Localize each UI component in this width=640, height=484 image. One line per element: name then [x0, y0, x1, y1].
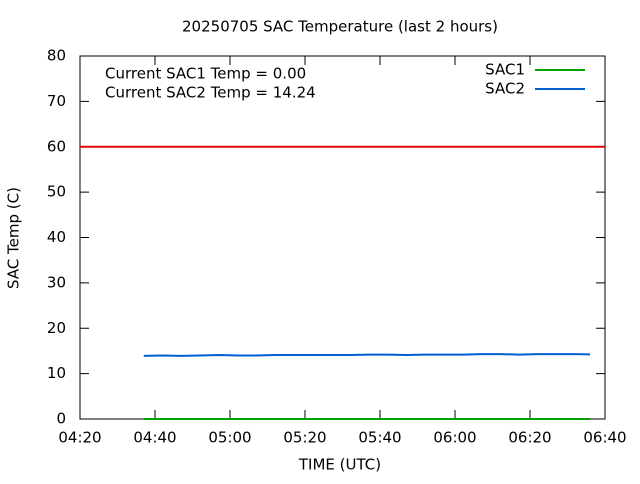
y-tick-label: 70 [47, 92, 66, 110]
legend-label: SAC1 [485, 61, 525, 79]
y-tick-label: 60 [47, 137, 66, 155]
y-tick-label: 80 [47, 47, 66, 65]
x-tick-label: 05:00 [208, 429, 251, 447]
x-tick-label: 04:20 [58, 429, 101, 447]
y-tick-label: 0 [56, 410, 66, 428]
chart-title: 20250705 SAC Temperature (last 2 hours) [182, 18, 498, 36]
x-tick-label: 06:20 [508, 429, 551, 447]
legend-label: SAC2 [485, 80, 525, 98]
x-tick-label: 06:40 [583, 429, 626, 447]
y-tick-label: 30 [47, 273, 66, 291]
x-tick-label: 05:20 [283, 429, 326, 447]
series-line [143, 353, 591, 357]
y-tick-label: 20 [47, 319, 66, 337]
x-tick-label: 04:40 [133, 429, 176, 447]
annotation: Current SAC2 Temp = 14.24 [105, 84, 316, 102]
y-tick-label: 50 [47, 183, 66, 201]
x-axis-label: TIME (UTC) [298, 456, 381, 474]
x-tick-label: 06:00 [433, 429, 476, 447]
y-axis-label: SAC Temp (C) [5, 187, 23, 289]
y-tick-label: 40 [47, 228, 66, 246]
annotation: Current SAC1 Temp = 0.00 [105, 65, 306, 83]
y-tick-label: 10 [47, 364, 66, 382]
x-tick-label: 05:40 [358, 429, 401, 447]
